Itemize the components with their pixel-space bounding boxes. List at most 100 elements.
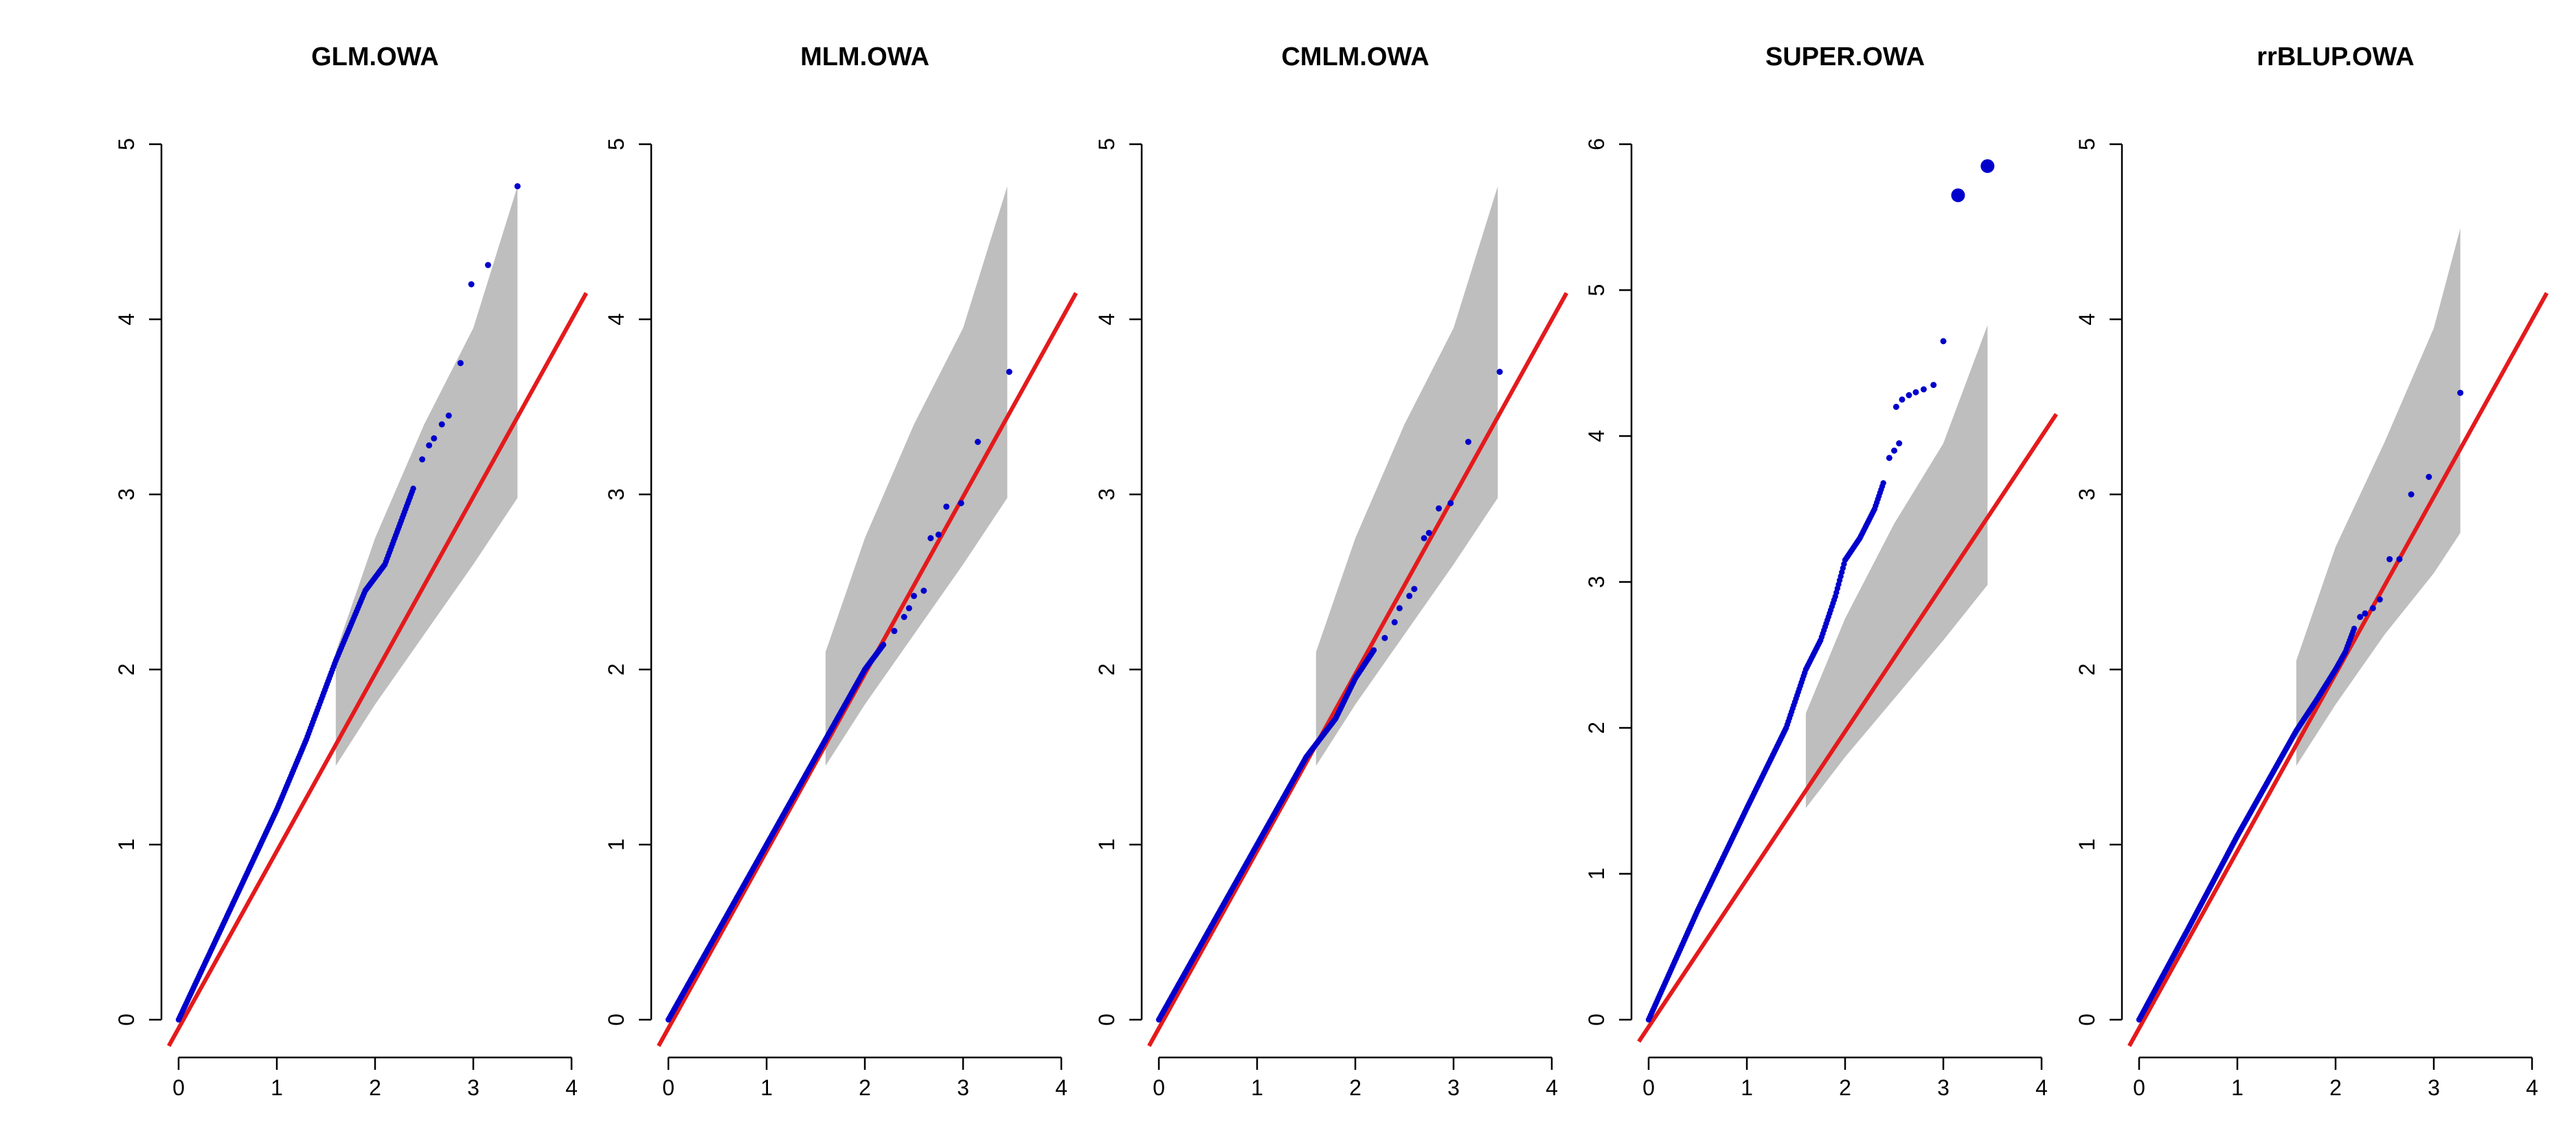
x-tick-label: 0 — [1153, 1075, 1165, 1100]
observed-points — [665, 369, 1013, 1023]
data-point — [2457, 389, 2464, 396]
x-tick-label: 4 — [1546, 1075, 1558, 1100]
y-tick-label: 3 — [604, 488, 629, 501]
data-point — [1425, 529, 1432, 536]
x-tick-label: 0 — [662, 1075, 675, 1100]
data-point — [468, 281, 475, 288]
confidence-band — [335, 186, 518, 766]
y-axis: 0 1 2 3 4 5 6 — [1584, 138, 1633, 1026]
data-point — [1891, 447, 1897, 454]
x-tick-label: 0 — [172, 1075, 185, 1100]
y-tick-label: 5 — [2075, 138, 2099, 150]
y-tick-label: 0 — [604, 1014, 629, 1026]
y-tick-label: 1 — [1584, 868, 1609, 880]
data-point — [1370, 647, 1377, 654]
data-point — [935, 531, 942, 538]
x-tick-label: 2 — [1349, 1075, 1362, 1100]
observed-points — [1155, 369, 1503, 1023]
confidence-band — [2296, 228, 2461, 766]
data-point — [1912, 389, 1919, 396]
data-point — [891, 628, 898, 634]
data-point — [1906, 392, 1912, 398]
data-point — [1406, 593, 1413, 599]
y-tick-label: 2 — [604, 663, 629, 676]
x-axis: 0 1 2 3 4 — [1153, 1056, 1558, 1100]
y-tick-label: 4 — [114, 313, 139, 325]
panel-title: CMLM.OWA — [1281, 43, 1429, 71]
data-point — [1496, 369, 1503, 375]
significant-point — [1951, 188, 1965, 203]
x-axis: 0 1 2 3 4 — [1642, 1056, 2048, 1100]
reference-line — [167, 292, 589, 1047]
y-tick-label: 3 — [1584, 576, 1609, 588]
data-point — [2351, 626, 2358, 632]
qq-panel: MLM.OWA 0 1 2 3 4 0 1 2 3 4 5 — [604, 43, 1078, 1100]
data-point — [1930, 382, 1937, 389]
y-tick-label: 5 — [114, 138, 139, 150]
confidence-band — [1805, 325, 1988, 808]
data-point — [438, 421, 445, 428]
data-point — [911, 593, 917, 599]
confidence-band — [1315, 186, 1498, 766]
y-tick-label: 4 — [604, 313, 629, 325]
x-tick-label: 2 — [859, 1075, 871, 1100]
x-tick-label: 3 — [467, 1075, 479, 1100]
x-tick-label: 3 — [2428, 1075, 2440, 1100]
y-tick-label: 2 — [1584, 722, 1609, 734]
y-axis: 0 1 2 3 4 5 — [114, 138, 163, 1026]
data-point — [1421, 535, 1427, 542]
x-tick-label: 3 — [957, 1075, 969, 1100]
panel-title: rrBLUP.OWA — [2257, 43, 2414, 71]
data-point — [457, 360, 464, 367]
qq-panel: rrBLUP.OWA 0 1 2 3 4 0 1 2 3 4 5 — [2075, 43, 2549, 1100]
y-tick-label: 4 — [2075, 313, 2099, 325]
reference-line — [1637, 413, 2058, 1043]
x-tick-label: 1 — [1741, 1075, 1753, 1100]
data-point — [1447, 500, 1454, 507]
data-point — [943, 503, 950, 510]
x-tick-label: 2 — [1839, 1075, 1851, 1100]
significant-point — [1980, 159, 1995, 173]
observed-points — [1645, 159, 1995, 1023]
y-tick-label: 5 — [1584, 284, 1609, 297]
y-tick-label: 4 — [1584, 430, 1609, 442]
qq-panel: GLM.OWA 0 1 2 3 4 0 1 2 3 4 5 — [114, 43, 589, 1100]
data-point — [1465, 439, 1471, 445]
y-axis: 0 1 2 3 4 5 — [2075, 138, 2123, 1026]
data-point — [880, 641, 887, 648]
panel-title: MLM.OWA — [800, 43, 929, 71]
data-point — [974, 439, 981, 445]
x-tick-label: 4 — [2035, 1075, 2048, 1100]
data-point — [1436, 505, 1443, 512]
y-tick-label: 5 — [1094, 138, 1119, 150]
x-tick-label: 3 — [1447, 1075, 1460, 1100]
data-point — [426, 442, 433, 449]
data-point — [2369, 605, 2376, 612]
data-point — [2362, 610, 2369, 617]
x-tick-label: 4 — [1055, 1075, 1067, 1100]
data-point — [431, 435, 438, 442]
data-point — [1899, 396, 1906, 403]
x-tick-label: 1 — [271, 1075, 283, 1100]
confidence-band — [825, 186, 1008, 766]
data-point — [2357, 614, 2364, 620]
data-point — [410, 485, 416, 492]
x-tick-label: 0 — [2133, 1075, 2145, 1100]
x-axis: 0 1 2 3 4 — [172, 1056, 578, 1100]
data-point — [1940, 338, 1947, 345]
data-point — [905, 605, 912, 612]
data-point — [1920, 386, 1927, 393]
x-tick-label: 0 — [1642, 1075, 1655, 1100]
data-point — [1381, 634, 1388, 641]
data-point — [1006, 369, 1013, 375]
x-tick-label: 4 — [2526, 1075, 2538, 1100]
y-tick-label: 3 — [1094, 488, 1119, 501]
qq-panel: CMLM.OWA 0 1 2 3 4 0 1 2 3 4 5 — [1094, 43, 1569, 1100]
data-point — [445, 412, 452, 419]
data-point — [2408, 491, 2415, 498]
x-tick-label: 1 — [2231, 1075, 2244, 1100]
data-point — [2386, 556, 2393, 562]
x-tick-label: 1 — [1251, 1075, 1263, 1100]
x-tick-label: 2 — [2329, 1075, 2342, 1100]
